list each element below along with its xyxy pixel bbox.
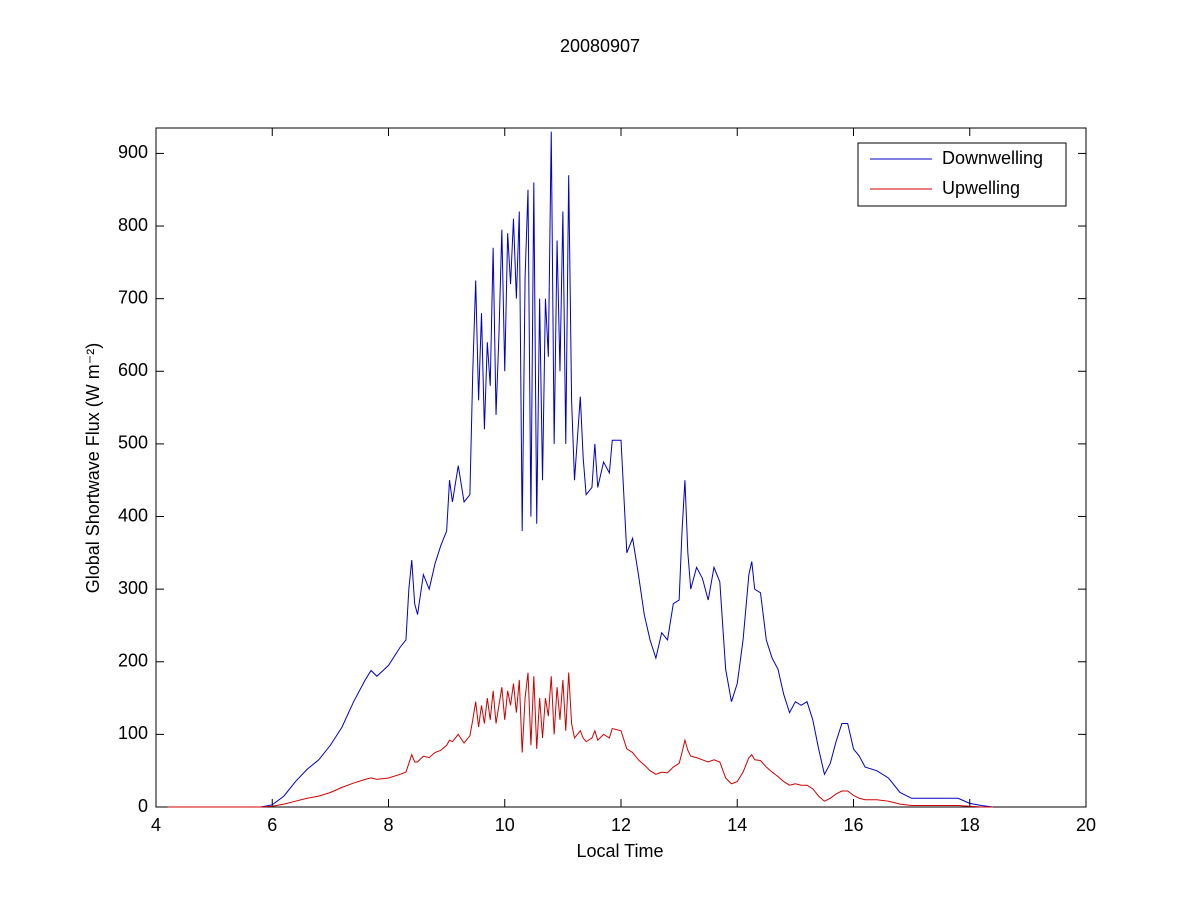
- y-tick-label: 600: [118, 360, 148, 380]
- y-axis-label: Global Shortwave Flux (W m⁻²): [83, 343, 103, 594]
- y-tick-label: 900: [118, 142, 148, 162]
- marks: [167, 131, 994, 808]
- y-tick-label: 400: [118, 505, 148, 525]
- line-series: [167, 672, 993, 808]
- line-series: [167, 131, 994, 808]
- x-axis-label: Local Time: [576, 841, 663, 861]
- x-tick-label: 16: [843, 815, 863, 835]
- x-tick-label: 4: [151, 815, 161, 835]
- x-tick-label: 8: [383, 815, 393, 835]
- x-tick-label: 12: [611, 815, 631, 835]
- y-tick-label: 100: [118, 723, 148, 743]
- x-tick-label: 6: [267, 815, 277, 835]
- chart-title: 20080907: [560, 36, 640, 56]
- y-tick-label: 500: [118, 433, 148, 453]
- plot-area: [155, 127, 1087, 808]
- y-tick-label: 200: [118, 651, 148, 671]
- legend: [857, 142, 1067, 207]
- x-tick-label: 14: [727, 815, 747, 835]
- y-tick-label: 800: [118, 215, 148, 235]
- legend-label: Downwelling: [942, 148, 1043, 168]
- x-tick-label: 20: [1076, 815, 1096, 835]
- y-tick-label: 700: [118, 287, 148, 307]
- y-tick-label: 0: [138, 796, 148, 816]
- x-tick-label: 18: [960, 815, 980, 835]
- x-tick-label: 10: [495, 815, 515, 835]
- legend-label: Upwelling: [942, 178, 1020, 198]
- y-tick-label: 300: [118, 578, 148, 598]
